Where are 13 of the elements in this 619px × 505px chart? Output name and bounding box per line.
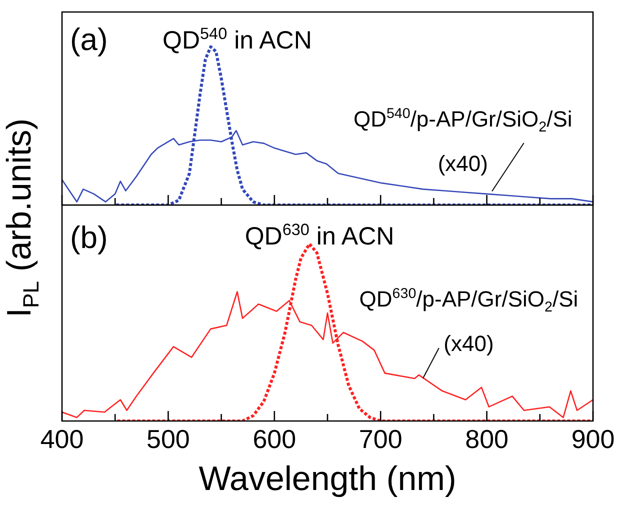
x-axis-title: Wavelength (nm) [198,460,456,498]
x-tick-label: 800 [465,424,508,454]
x-tick-label: 600 [252,424,296,454]
annotation: (b) [70,220,108,256]
x-tick-label: 700 [358,424,402,454]
series-label: QD$^{630}$ in ACN [244,220,396,250]
text: QD$^{540}$/p-AP/Gr/SiO$_{2}$/Si (x40) [353,106,572,176]
x-tick-label: 400 [40,424,84,454]
annotation: (a) [70,22,108,58]
x-tick-label: 500 [146,424,190,454]
text: QD$^{630}$/p-AP/Gr/SiO$_{2}$/Si (x40) [359,286,578,356]
series-label: QD$^{540}$ in ACN [162,24,313,54]
x-tick-label: 900 [571,424,615,454]
